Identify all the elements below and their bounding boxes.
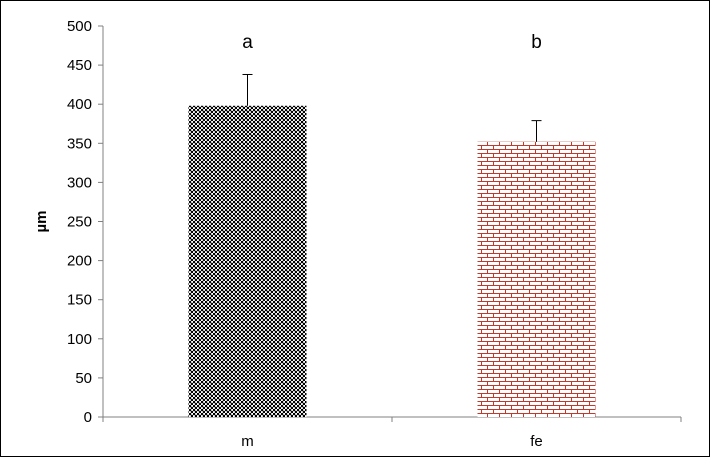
y-tick-label: 50 xyxy=(75,370,92,387)
x-tick-label: m xyxy=(241,433,254,450)
bar-fe xyxy=(477,141,596,417)
bar-m xyxy=(188,105,307,417)
y-tick-label: 400 xyxy=(67,96,92,113)
y-tick-label: 250 xyxy=(67,214,92,231)
y-tick-label: 200 xyxy=(67,253,92,270)
y-tick-label: 300 xyxy=(67,174,92,191)
y-tick-label: 100 xyxy=(67,331,92,348)
y-tick-label: 350 xyxy=(67,135,92,152)
y-tick-label: 450 xyxy=(67,57,92,74)
y-tick-label: 500 xyxy=(67,18,92,35)
significance-label: a xyxy=(242,32,253,53)
y-tick-label: 150 xyxy=(67,292,92,309)
y-tick-label: 0 xyxy=(84,409,92,426)
significance-label: b xyxy=(531,32,542,53)
x-tick-label: fe xyxy=(530,433,543,450)
y-axis-title: µm xyxy=(33,211,50,233)
